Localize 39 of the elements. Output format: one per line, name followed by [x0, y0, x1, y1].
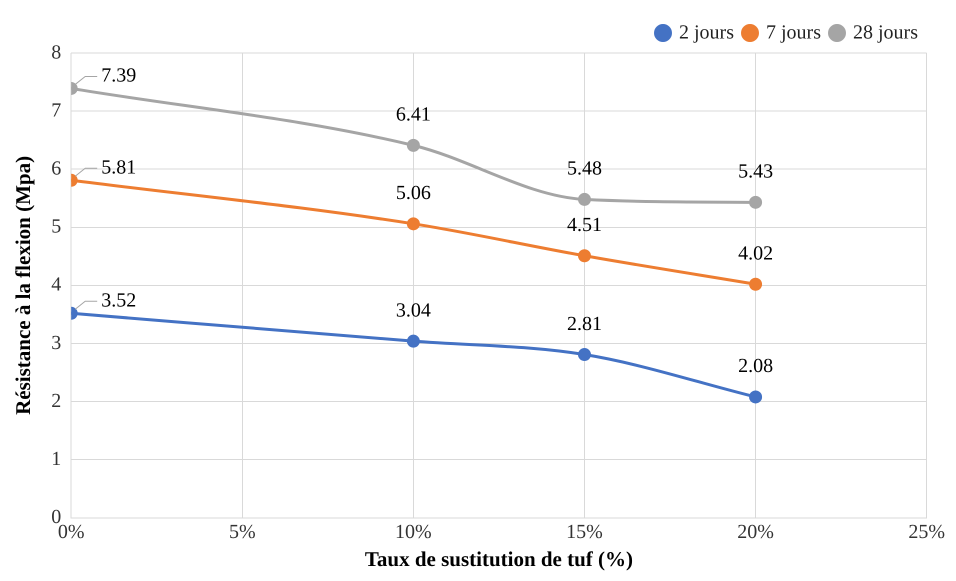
point	[749, 390, 762, 404]
y-tick-label: 3	[51, 332, 62, 354]
point	[406, 138, 420, 152]
y-tick-label: 2	[51, 390, 62, 412]
x-tick-label: 20%	[737, 521, 774, 544]
x-tick-label: 5%	[228, 521, 256, 544]
data-label: 3.52	[101, 290, 136, 312]
data-label: 4.02	[738, 242, 774, 264]
point	[578, 249, 591, 262]
y-tick-label: 1	[51, 448, 62, 470]
data-label: 5.06	[396, 182, 431, 204]
y-tick-label: 5	[51, 216, 62, 238]
data-label: 6.41	[396, 104, 431, 126]
point	[406, 217, 420, 230]
x-tick-label: 15%	[566, 521, 603, 544]
point	[749, 278, 762, 291]
point	[749, 196, 762, 209]
y-axis-title: Résistance à la flexion (Mpa)	[11, 156, 36, 415]
data-label: 3.04	[396, 299, 431, 322]
legend-label: 28 jours	[853, 21, 918, 44]
data-label: 4.51	[566, 214, 602, 236]
point	[406, 334, 420, 348]
legend-label: 7 jours	[766, 21, 822, 44]
y-tick-label: 7	[51, 99, 62, 122]
legend-label: 2 jours	[679, 21, 734, 44]
point	[578, 192, 591, 206]
y-tick-label: 6	[51, 157, 62, 180]
data-label: 5.81	[101, 156, 136, 178]
x-axis-title: Taux de sustitution de tuf (%)	[364, 546, 634, 571]
data-label: 5.48	[566, 158, 602, 180]
y-tick-label: 4	[51, 274, 62, 296]
data-label: 7.39	[101, 64, 136, 87]
data-label: 2.81	[566, 312, 602, 335]
y-tick-label: 8	[51, 41, 62, 64]
point	[578, 348, 591, 362]
x-tick-label: 25%	[908, 521, 946, 544]
data-label: 2.08	[738, 355, 774, 378]
x-tick-label: 10%	[395, 521, 432, 544]
data-label: 5.43	[738, 160, 774, 183]
